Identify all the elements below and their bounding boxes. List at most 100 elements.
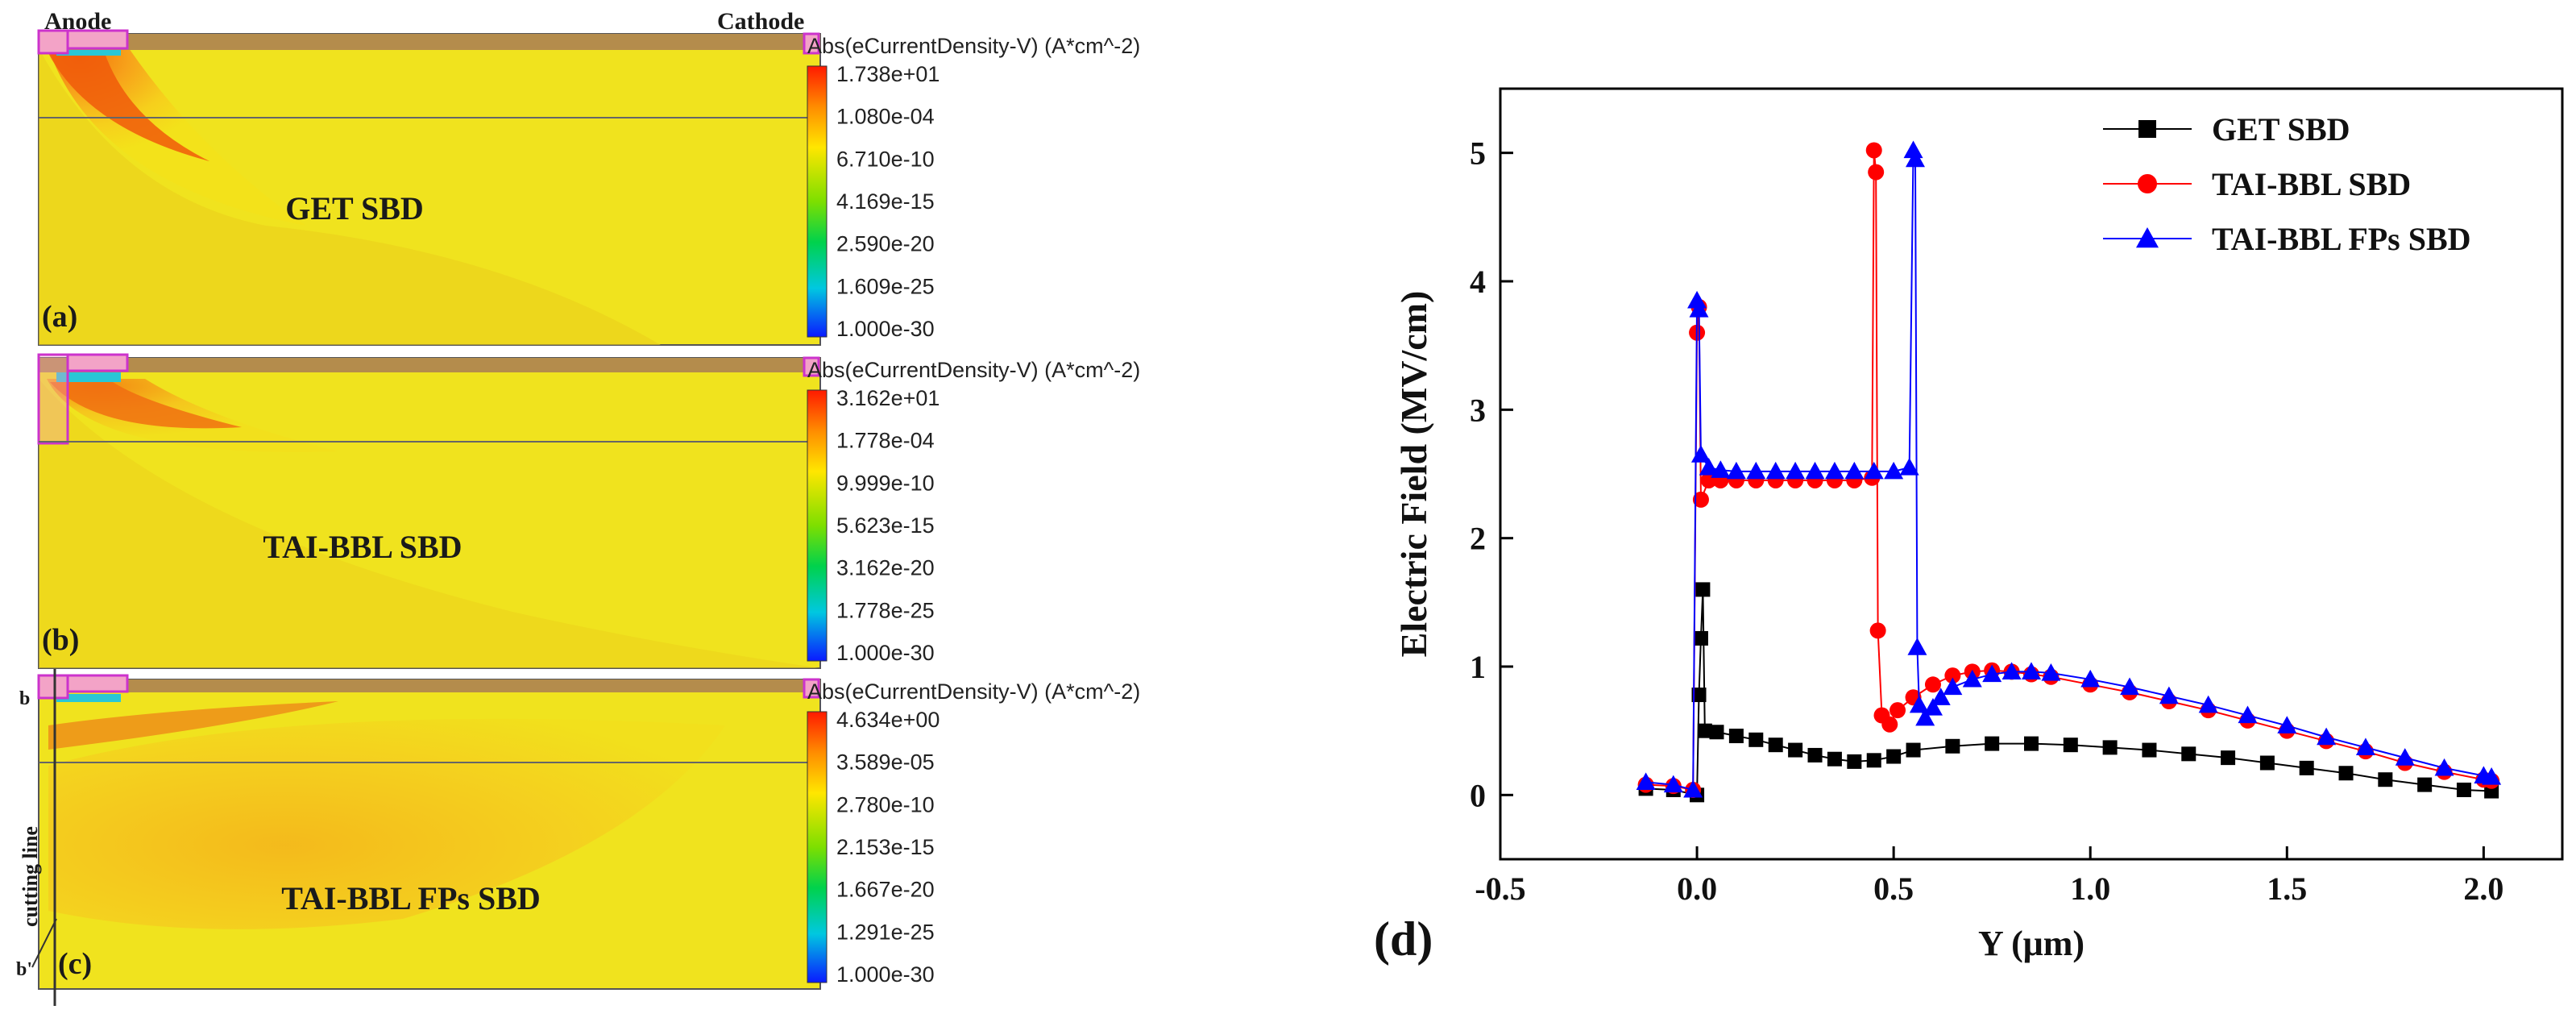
sim-panel-c-device-name: TAI-BBL FPs SBD <box>281 880 541 916</box>
x-tick-label: 0.5 <box>1873 870 1914 907</box>
colorbar-2: Abs(eCurrentDensity-V) (A*cm^-2) 3.162e+0… <box>807 358 1140 665</box>
data-point <box>2120 677 2140 696</box>
data-point <box>2221 750 2236 766</box>
sim-panel-c-field-plate <box>66 674 129 693</box>
legend-label: TAI-BBL FPs SBD <box>2212 221 2471 257</box>
colorbar-tick-label: 1.609e-25 <box>836 274 935 298</box>
cut-label-bottom: b' <box>16 959 32 980</box>
y-tick-label: 1 <box>1470 649 1486 685</box>
colorbar-gradient <box>807 389 828 662</box>
data-point <box>2259 755 2275 771</box>
colorbar-tick-label: 3.162e+01 <box>836 386 940 410</box>
data-point <box>1699 458 1719 476</box>
data-point <box>1943 677 1963 696</box>
data-point <box>2136 227 2159 248</box>
sim-panel-a-field-plate <box>66 29 129 50</box>
data-point <box>1905 149 1925 168</box>
colorbar-tick-label: 4.169e-15 <box>836 189 935 214</box>
sim-panel-c-region <box>48 718 725 929</box>
y-tick-label: 3 <box>1470 392 1486 428</box>
data-point <box>2080 669 2101 688</box>
data-point <box>1982 664 2002 683</box>
data-point <box>2338 766 2354 781</box>
colorbar-tick-label: 1.667e-20 <box>836 878 935 902</box>
data-point <box>2041 663 2061 681</box>
chart-panel-letter: (d) <box>1374 912 1433 966</box>
sim-panel-a-core <box>48 53 209 161</box>
data-point <box>1728 729 1744 744</box>
data-point <box>1865 142 1882 159</box>
sim-panel-c-anode-contact <box>37 674 69 700</box>
data-point <box>1866 753 1881 768</box>
data-point <box>1886 749 1902 764</box>
data-point <box>1691 688 1707 703</box>
data-point <box>1931 688 1951 705</box>
colorbar-1: Abs(eCurrentDensity-V) (A*cm^-2) 1.738e+0… <box>807 34 1140 341</box>
sim-panel-b-letter: (b) <box>42 623 79 657</box>
sim-panel-a-cathode-contact <box>803 32 820 55</box>
data-point <box>1924 676 1941 693</box>
colorbar-title: Abs(eCurrentDensity-V) (A*cm^-2) <box>807 34 1140 58</box>
colorbar-tick-label: 5.623e-15 <box>836 513 935 538</box>
data-point <box>2277 716 2297 733</box>
sim-panel-b-device-name: TAI-BBL SBD <box>263 529 462 565</box>
data-point <box>1868 164 1885 181</box>
colorbar-tick-label: 2.780e-10 <box>836 792 935 816</box>
data-point <box>1693 630 1708 646</box>
cut-label-top: b <box>19 688 30 709</box>
data-point <box>1923 697 1943 716</box>
colorbar-tick-label: 2.590e-20 <box>836 232 935 256</box>
data-point <box>1945 738 1960 754</box>
legend-item: TAI-BBL SBD <box>2103 166 2411 202</box>
sim-panels: Anode Cathode GET SBD (a) <box>16 8 1140 1006</box>
data-point <box>2299 760 2314 775</box>
data-point <box>2022 662 2041 679</box>
data-point <box>1824 461 1844 480</box>
data-point <box>2317 727 2337 746</box>
sim-panel-a-anode-contact <box>37 29 69 55</box>
data-point <box>1962 669 1982 688</box>
x-tick-label: 2.0 <box>2463 870 2503 907</box>
sim-panel-b-anode-contact <box>37 353 69 445</box>
data-point <box>1695 582 1711 597</box>
data-point <box>1844 461 1865 480</box>
data-point <box>2434 758 2454 776</box>
x-tick-label: 0.0 <box>1677 870 1717 907</box>
colorbar-tick-label: 1.778e-25 <box>836 598 935 622</box>
sim-panel-a-region <box>39 48 661 345</box>
y-tick-label: 0 <box>1470 777 1486 813</box>
data-point <box>1889 702 1906 719</box>
data-point <box>1881 716 1898 733</box>
data-point <box>1636 772 1656 790</box>
sim-panel-c-letter: (c) <box>58 947 92 981</box>
data-point <box>2138 120 2156 138</box>
data-point <box>1726 461 1746 480</box>
legend-item: TAI-BBL FPs SBD <box>2103 221 2471 257</box>
data-point <box>2159 686 2179 704</box>
colorbar-tick-label: 1.778e-04 <box>836 429 935 453</box>
x-tick-label: 1.0 <box>2070 870 2110 907</box>
series-layer <box>1636 140 2502 803</box>
sim-panel-c-hotspot <box>48 701 338 750</box>
colorbar-3: Abs(eCurrentDensity-V) (A*cm^-2) 4.634e+0… <box>807 679 1140 987</box>
data-point <box>1663 775 1683 793</box>
plot-frame <box>1499 87 2564 861</box>
colorbar-tick-label: 1.080e-04 <box>836 105 935 129</box>
data-point <box>1788 742 1803 758</box>
sim-panel-b-field-plate <box>66 353 129 372</box>
sim-panel-b-region <box>39 379 820 668</box>
data-point <box>1683 779 1703 798</box>
sim-panel-b-passivation <box>39 358 820 372</box>
data-point <box>2395 748 2415 766</box>
data-point <box>1786 461 1806 480</box>
sim-panel-b: TAI-BBL SBD (b) <box>37 353 821 669</box>
colorbar-tick-label: 1.000e-30 <box>836 641 935 665</box>
data-point <box>1692 491 1709 508</box>
colorbar-title: Abs(eCurrentDensity-V) (A*cm^-2) <box>807 358 1140 382</box>
sim-panel-c-passivation <box>39 679 820 692</box>
series-tai-bbl-fps-sbd <box>1636 140 2502 798</box>
sim-panel-b-channel <box>56 372 121 382</box>
axis-ticks: -0.5 0.0 0.5 1.0 1.5 2.0 0 1 2 3 4 5 <box>1470 135 2503 907</box>
x-axis-label: Y (μm) <box>1978 924 2084 963</box>
x-tick-label: 1.5 <box>2267 870 2307 907</box>
